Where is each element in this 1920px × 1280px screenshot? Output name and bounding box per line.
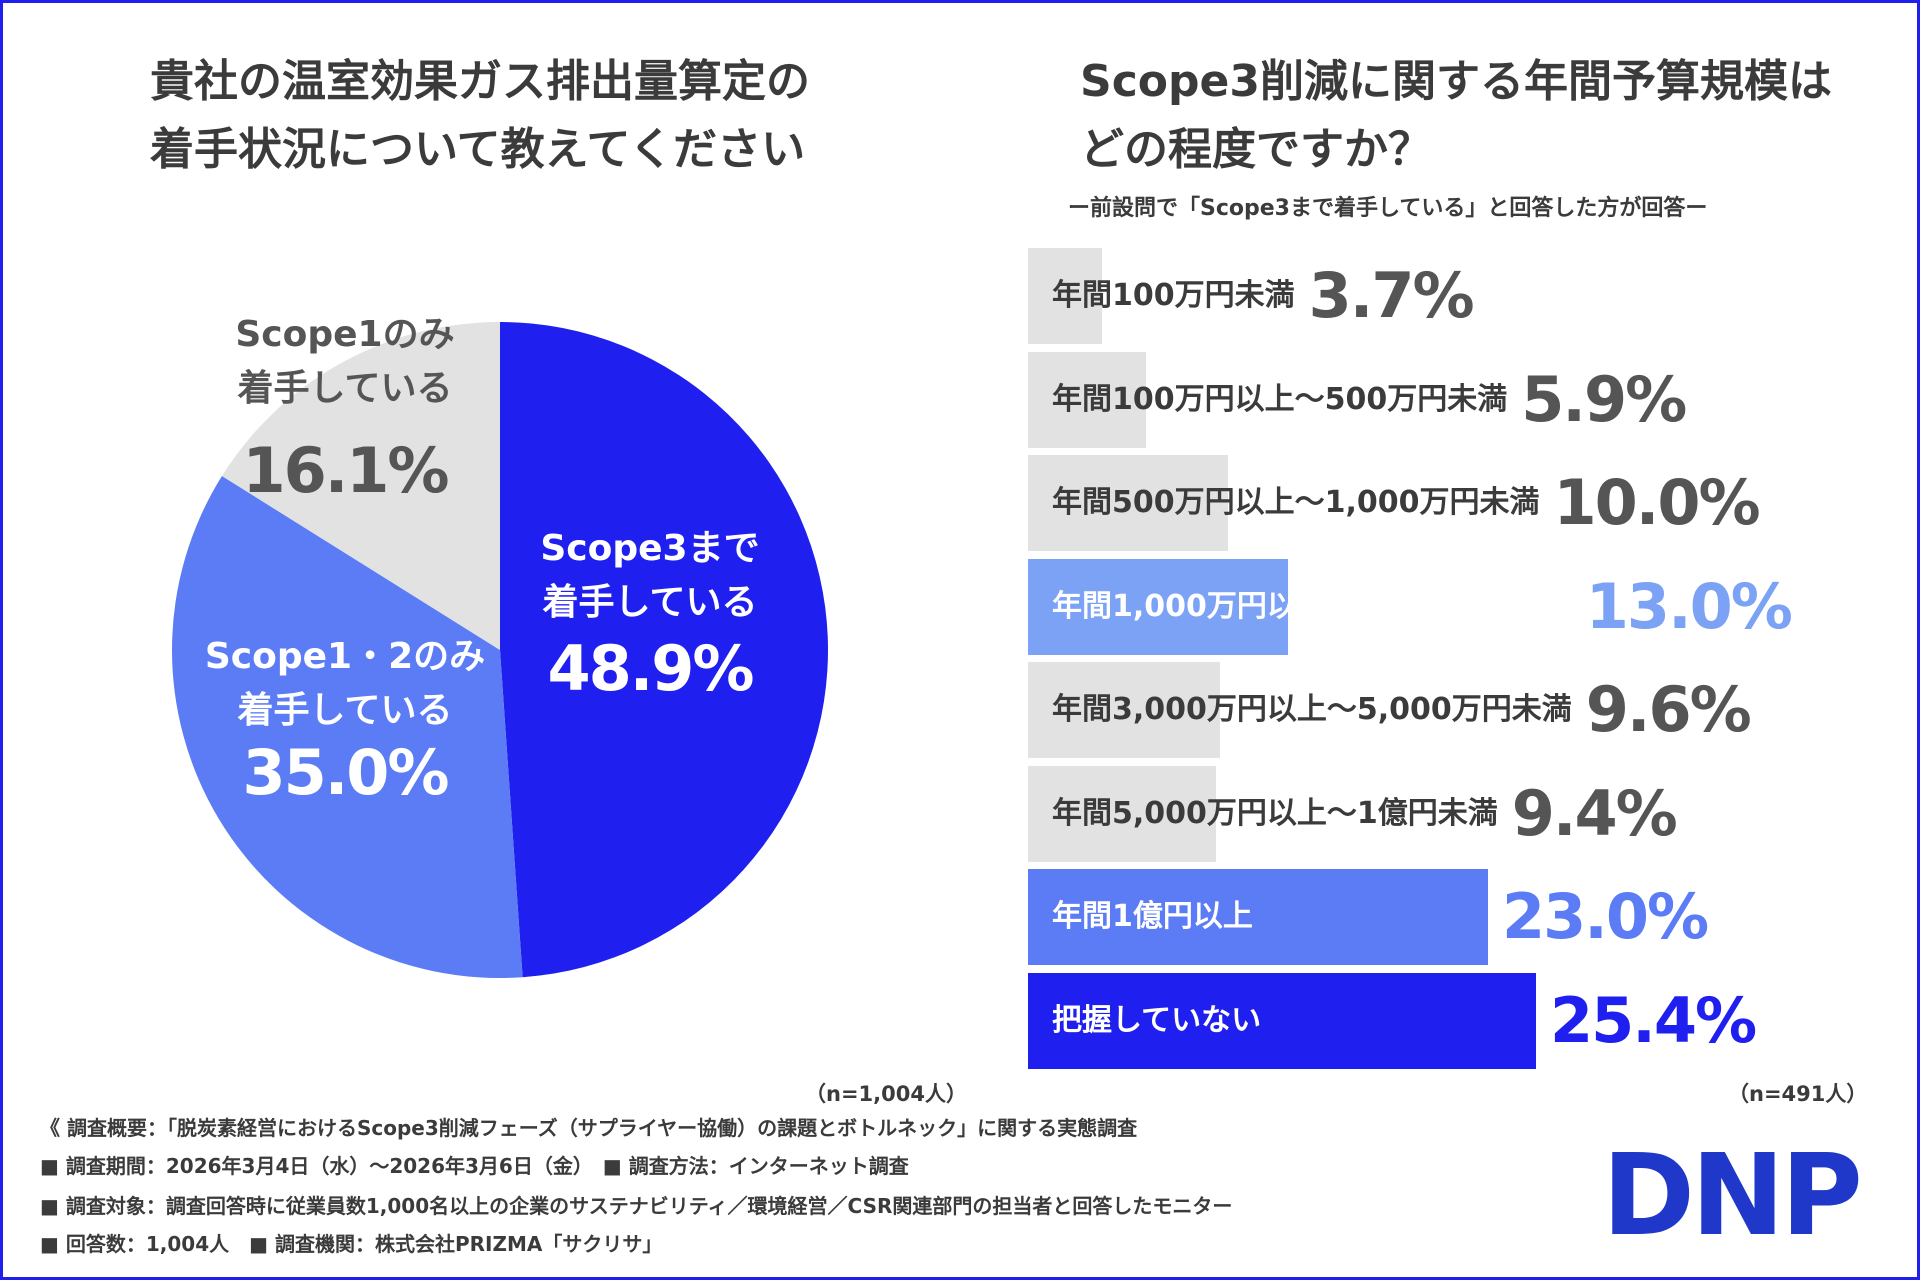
bar-row: 年間500万円以上～1,000万円未満 10.0% xyxy=(1028,455,1888,551)
bar-category-label: 年間500万円以上～1,000万円未満 xyxy=(1052,485,1540,520)
bar-fill xyxy=(1028,558,1288,655)
bar-fill xyxy=(1028,765,1216,862)
footer-survey-target: ■ 調査対象：調査回答時に従業員数1,000名以上の企業のサステナビリティ／環境… xyxy=(40,1194,1233,1218)
bar-category-label: 年間5,000万円以上～1億円未満 xyxy=(1052,795,1498,831)
pie-slice-value: 35.0% xyxy=(242,736,448,809)
bar-chart-title: Scope3削減に関する年間予算規模は どの程度ですか？ xyxy=(1080,48,1832,184)
bar-value-label: 10.0% xyxy=(1553,466,1761,539)
bar-sample-size: （n=491人） xyxy=(1728,1082,1868,1106)
bar-row: 年間100万円未満 3.7% xyxy=(1028,248,1888,344)
pie-chart-title: 貴社の温室効果ガス排出量算定の 着手状況について教えてください xyxy=(150,48,810,184)
bar-fill xyxy=(1028,662,1220,758)
bar-row: 把握していない 25.4% xyxy=(1028,972,1888,1069)
bar-category-label: 年間3,000万円以上～5,000万円未満 xyxy=(1052,692,1572,727)
bar-chart-subtitle: ー前設問で「Scope3まで着手している」と回答した方が回答ー xyxy=(1068,196,1708,221)
bar-title-line1: Scope3削減に関する年間予算規模は xyxy=(1080,56,1832,107)
pie-slice xyxy=(221,322,500,650)
dnp-logo: DNP xyxy=(1602,1131,1863,1261)
bar-row: 年間100万円以上～500万円未満 5.9% xyxy=(1028,351,1888,448)
bar-category-label: 年間1億円以上 xyxy=(1052,899,1253,934)
bar-value-label: 3.7% xyxy=(1308,259,1475,332)
pie-slice-label: 着手している xyxy=(543,582,758,623)
bar-category-label: 年間100万円以上～500万円未満 xyxy=(1052,381,1508,417)
pie-slice-label: 着手している xyxy=(238,368,453,409)
bar-value-label: 23.0% xyxy=(1502,880,1709,953)
bar-value-label: 9.6% xyxy=(1585,673,1752,746)
pie-chart: Scope3まで着手している48.9%Scope1・2のみ着手している35.0%… xyxy=(172,314,828,978)
pie-slice xyxy=(172,475,523,978)
bar-title-line2: どの程度ですか？ xyxy=(1080,124,1432,175)
bar-category-label: 年間100万円未満 xyxy=(1052,278,1295,313)
bar-row: 年間1,000万円以上～3,000万円未満 13.0% xyxy=(1028,558,1888,655)
bar-fill xyxy=(1028,248,1102,344)
pie-title-line2: 着手状況について教えてください xyxy=(150,124,806,175)
footer-survey-overview: 《 調査概要：「脱炭素経営におけるScope3削減フェーズ（サプライヤー協働）の… xyxy=(40,1116,1138,1140)
bar-category-label: 年間1,000万円以上～3,000万円未満 xyxy=(1052,588,1572,624)
pie-sample-size: （n=1,004人） xyxy=(805,1082,967,1106)
bar-value-label: 9.4% xyxy=(1511,776,1678,850)
footer-survey-period: ■ 調査期間：2026年3月4日（水）～2026年3月6日（金） ■ 調査方法：… xyxy=(40,1154,909,1178)
bar-category-label: 把握していない xyxy=(1052,1002,1262,1038)
bar-row: 年間3,000万円以上～5,000万円未満 9.6% xyxy=(1028,662,1888,758)
pie-title-line1: 貴社の温室効果ガス排出量算定の xyxy=(150,56,810,107)
pie-slice-label: 着手している xyxy=(238,690,453,731)
pie-slice-label: Scope3まで xyxy=(540,528,759,569)
bar-row: 年間5,000万円以上～1億円未満 9.4% xyxy=(1028,765,1888,862)
pie-slice-value: 48.9% xyxy=(547,632,753,705)
bar-fill xyxy=(1028,972,1536,1069)
pie-slice xyxy=(500,322,828,978)
footer-survey-count: ■ 回答数：1,004人 ■ 調査機関：株式会社PRIZMA「サクリサ」 xyxy=(40,1232,663,1256)
pie-slice-label: Scope1・2のみ xyxy=(205,636,485,677)
bar-value-label: 25.4% xyxy=(1550,983,1757,1057)
bar-chart: 年間100万円未満 3.7% 年間100万円以上～500万円未満 5.9% 年間500万… xyxy=(1028,248,1908,1070)
bar-value-label: 13.0% xyxy=(1585,569,1793,643)
bar-value-label: 5.9% xyxy=(1521,362,1687,436)
bar-fill xyxy=(1028,455,1228,551)
bar-fill xyxy=(1028,869,1488,965)
bar-row: 年間1億円以上 23.0% xyxy=(1028,869,1888,965)
pie-slice-label: Scope1のみ xyxy=(235,314,454,355)
bar-fill xyxy=(1028,351,1146,448)
pie-slice-value: 16.1% xyxy=(242,434,448,507)
